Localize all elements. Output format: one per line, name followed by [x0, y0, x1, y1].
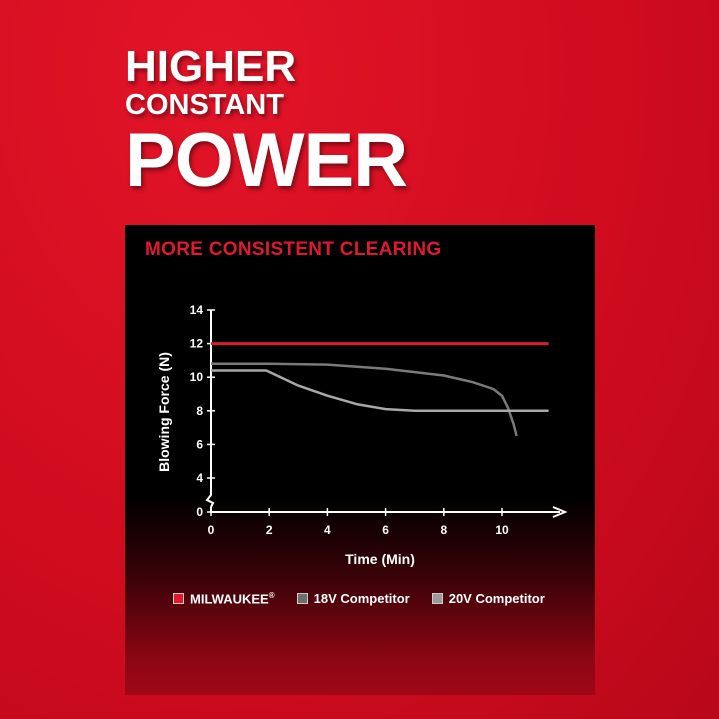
headline-line3: POWER — [125, 118, 408, 203]
y-tick-label: 12 — [190, 337, 204, 351]
legend: MILWAUKEE® 18V Competitor 20V Competitor — [173, 591, 545, 606]
x-tick-label: 4 — [324, 523, 331, 537]
legend-swatch — [173, 593, 184, 605]
y-axis — [205, 310, 215, 512]
x-tick-label: 10 — [495, 523, 509, 537]
y-tick-label: 14 — [190, 303, 204, 317]
line-chart: 0 4 6 8 10 12 14 0 2 4 6 8 10 Time (Min) Blowing Force… — [156, 303, 568, 567]
headline-line2: CONSTANT — [125, 89, 284, 121]
y-tick-label: 6 — [196, 437, 203, 451]
y-axis-label: Blowing Force (N) — [156, 352, 172, 472]
legend-item-20v: 20V Competitor — [431, 591, 545, 607]
legend-item-18v: 18V Competitor — [296, 591, 410, 607]
chart-panel: MORE CONSISTENT CLEARING 0 4 6 8 10 12 14 0 2 4 6 8… — [125, 225, 595, 695]
y-tick-label: 0 — [196, 505, 203, 519]
headline-line1: HIGHER — [125, 42, 297, 91]
series-line-2 — [211, 362, 518, 437]
legend-swatch — [431, 593, 443, 605]
legend-item-milwaukee: MILWAUKEE® — [173, 591, 275, 606]
headline: HIGHER CONSTANT POWER — [125, 42, 408, 203]
x-axis-arrow — [552, 506, 568, 518]
legend-label: 18V Competitor — [313, 591, 410, 607]
y-tick-label: 8 — [196, 404, 203, 418]
x-tick-label: 2 — [266, 523, 273, 537]
legend-label: 20V Competitor — [448, 591, 545, 607]
x-tick-label: 8 — [440, 523, 447, 537]
series-line-3 — [211, 369, 549, 413]
x-axis-label: Time (Min) — [345, 551, 415, 567]
x-tick-label: 0 — [208, 523, 215, 537]
chart-title: MORE CONSISTENT CLEARING — [145, 239, 442, 260]
legend-label: MILWAUKEE® — [190, 591, 275, 607]
y-tick-label: 10 — [190, 370, 204, 384]
legend-swatch — [296, 593, 308, 605]
y-tick-label: 4 — [196, 471, 203, 485]
x-tick-label: 6 — [382, 523, 389, 537]
